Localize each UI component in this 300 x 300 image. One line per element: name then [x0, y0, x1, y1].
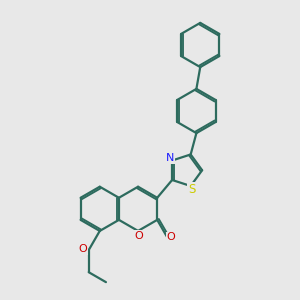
Text: O: O	[166, 232, 175, 242]
Text: O: O	[79, 244, 88, 254]
Text: S: S	[188, 182, 195, 196]
Text: O: O	[135, 231, 143, 241]
Text: N: N	[166, 153, 174, 163]
